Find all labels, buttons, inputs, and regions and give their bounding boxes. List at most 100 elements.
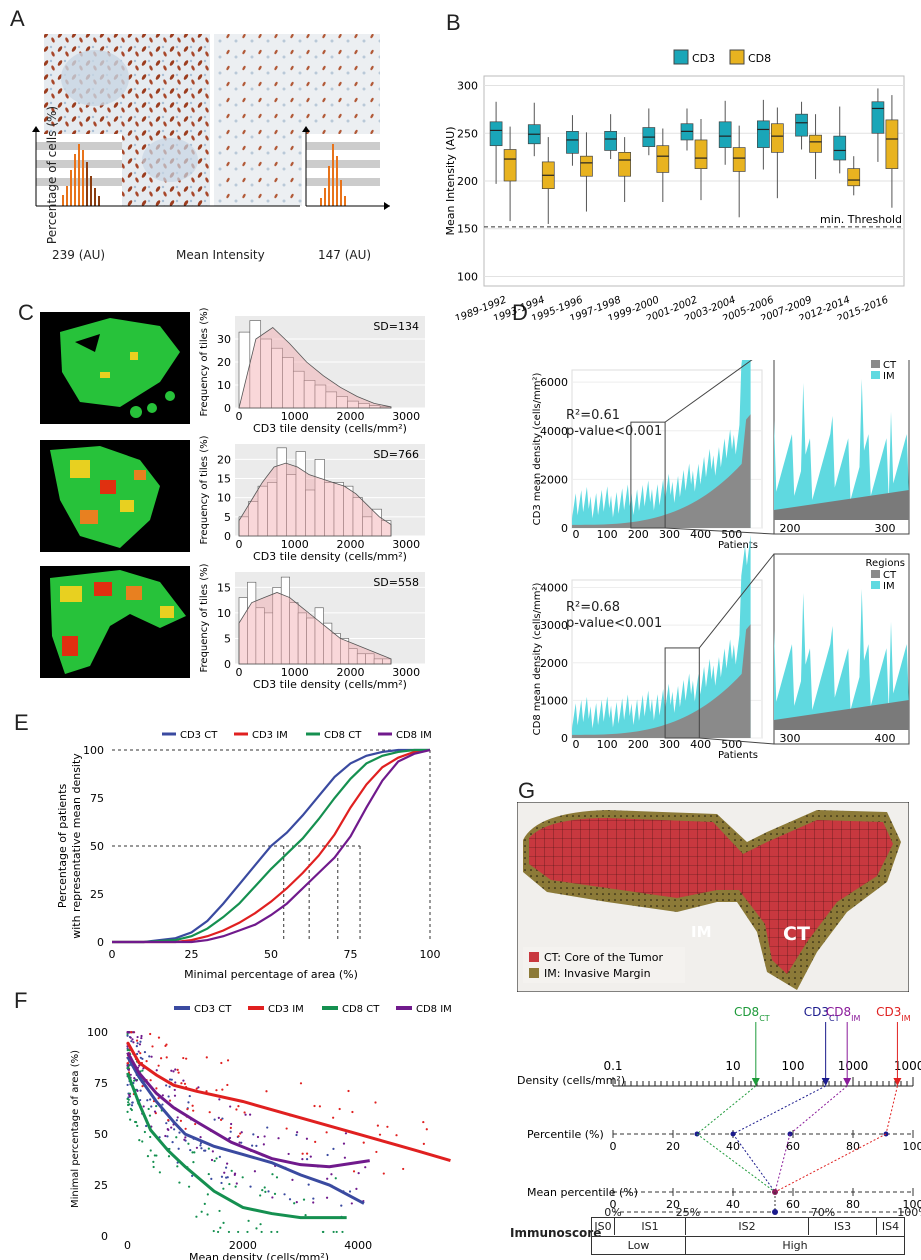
- scatter-point: [155, 1087, 158, 1090]
- scatter-point: [352, 1170, 356, 1173]
- scatter-point: [213, 1118, 216, 1121]
- ytick-e: 75: [90, 792, 104, 805]
- scatter-point: [263, 1135, 266, 1138]
- scatter-point: [126, 1034, 129, 1037]
- legend-swatch-CD8: [729, 49, 745, 65]
- scatter-point: [228, 1136, 232, 1140]
- scatter-point: [295, 1133, 298, 1137]
- scatter-point: [149, 1098, 152, 1101]
- xtick-e: 100: [420, 948, 441, 961]
- scatter-point: [173, 1088, 176, 1092]
- hist-xtick: 2000: [336, 666, 364, 679]
- panel-e-cumulative-chart: 0 25 50 75 100 0 25 50 75 100 CD3 CT CD3 IM CD8 CT CD…: [56, 730, 441, 981]
- scatter-point: [138, 1139, 141, 1142]
- scatter-point: [184, 1136, 187, 1139]
- panel-g-immunoscore-scale: Density (cells/mm²)0.110100100010000Perc…: [517, 1005, 921, 1216]
- scatter-point: [307, 1183, 310, 1186]
- scatter-point: [131, 1038, 134, 1041]
- scatter-point: [215, 1089, 218, 1092]
- legend-ct-label: CT: [883, 570, 897, 581]
- hist-xlabel: CD3 tile density (cells/mm²): [253, 678, 407, 691]
- density-ytick: 1000: [540, 694, 568, 707]
- density-ylabel: CD8 mean density (cells/mm²): [532, 583, 543, 736]
- threshold-label: min. Threshold: [820, 213, 902, 226]
- tissue-im-label: IM: [691, 923, 712, 941]
- line-CD8-IM: [112, 748, 431, 944]
- percentile-axis-label: Percentile (%): [527, 1128, 604, 1141]
- scatter-point: [215, 1157, 218, 1160]
- ytick-f: 75: [94, 1077, 108, 1090]
- scatter-point: [332, 1147, 335, 1151]
- im-density-area: [572, 360, 751, 528]
- scatter-point: [422, 1120, 425, 1124]
- scatter-point: [378, 1133, 382, 1136]
- panel-letter-e: E: [14, 710, 29, 735]
- scatter-point: [174, 1081, 177, 1084]
- scatter-point: [238, 1141, 241, 1144]
- scatter-point: [275, 1176, 279, 1179]
- scatter-point: [161, 1094, 164, 1097]
- scatter-point: [241, 1176, 244, 1179]
- percentile-tick-label: 60: [786, 1140, 800, 1153]
- hist-ytick: 20: [217, 356, 231, 369]
- scatter-point: [177, 1147, 180, 1150]
- scatter-point: [159, 1057, 163, 1060]
- legend-swatch-CD3: [673, 49, 689, 65]
- legend-im-label: IM: [883, 371, 895, 382]
- scatter-point: [295, 1200, 298, 1204]
- scatter-point: [153, 1154, 156, 1157]
- legend-label-e: CD3 CT: [180, 730, 218, 741]
- scatter-point: [225, 1166, 228, 1169]
- box-CD8: [885, 119, 899, 169]
- hist-ytick: 0: [224, 658, 231, 671]
- range-point: [772, 1209, 778, 1215]
- scatter-point: [130, 1031, 133, 1034]
- scatter-point: [314, 1140, 317, 1143]
- scatter-point: [210, 1158, 214, 1162]
- scatter-point: [126, 1110, 129, 1113]
- scatter-point: [130, 1040, 133, 1043]
- is1-cell: IS1: [615, 1218, 686, 1235]
- percentile-tick-label: 100: [903, 1140, 921, 1153]
- scatter-point: [230, 1169, 233, 1172]
- legend-im-label: IM: [883, 581, 895, 592]
- scatter-point: [126, 1064, 129, 1067]
- density-tick-label: 1000: [838, 1059, 869, 1073]
- scatter-point: [199, 1136, 202, 1139]
- scatter-point: [259, 1194, 262, 1197]
- hist-ytick: 20: [217, 453, 231, 466]
- scatter-point: [176, 1116, 179, 1119]
- scatter-point: [179, 1119, 183, 1122]
- scatter-point: [127, 1062, 130, 1065]
- scatter-point: [235, 1182, 238, 1185]
- scatter-point: [395, 1134, 398, 1137]
- scatter-point: [205, 1090, 208, 1093]
- scatter-point: [143, 1130, 146, 1134]
- scatter-point: [200, 1147, 203, 1150]
- scatter-point: [226, 1083, 229, 1087]
- scatter-point: [226, 1059, 230, 1062]
- scatter-point: [178, 1131, 181, 1134]
- scatter-point: [203, 1149, 206, 1152]
- scatter-point: [340, 1204, 343, 1207]
- scatter-point: [222, 1221, 225, 1224]
- scatter-point: [229, 1130, 232, 1133]
- percentile-tick-label: 20: [666, 1140, 680, 1153]
- box-CD8: [580, 155, 593, 177]
- density-tick-label: 10000: [894, 1059, 921, 1073]
- percentile-tick-label: 0: [610, 1198, 617, 1211]
- ct-density-area: [572, 624, 751, 738]
- scatter-point: [193, 1151, 196, 1154]
- legend-im-margin: IM: Invasive Margin: [544, 967, 651, 980]
- scatter-point: [375, 1150, 378, 1154]
- scatter-point: [195, 1146, 199, 1149]
- scatter-point: [350, 1202, 353, 1205]
- density-xtick: 100: [597, 738, 618, 751]
- hist-xtick: 2000: [336, 538, 364, 551]
- percentile-tick-label: 80: [846, 1198, 860, 1211]
- legend-label-f: CD3 IM: [268, 1004, 304, 1015]
- scatter-point: [127, 1068, 131, 1071]
- scatter-point: [259, 1223, 262, 1226]
- scatter-point: [277, 1137, 280, 1140]
- scatter-point: [132, 1041, 135, 1044]
